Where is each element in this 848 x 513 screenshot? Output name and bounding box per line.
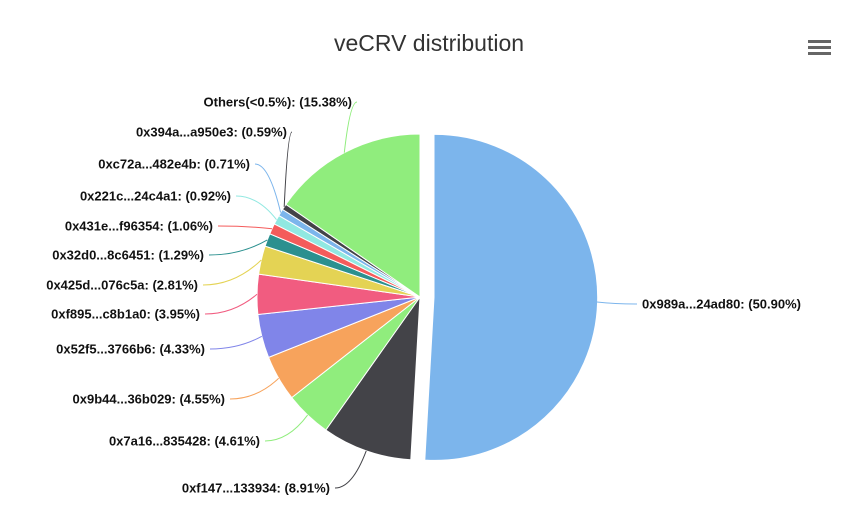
label-connector-0x221c24c4a1 [235, 195, 277, 221]
hamburger-bar [807, 45, 831, 49]
pie-slice-others05[interactable] [285, 133, 421, 298]
chart-title: veCRV distribution [334, 30, 524, 56]
slice-labels: 0x989a...24ad80: (50.90%) 0xf147...133934… [46, 95, 801, 496]
hamburger-bar [807, 51, 831, 55]
pie-slice-0x989a24ad80[interactable] [424, 133, 599, 461]
label-connector-0xf147133934 [334, 450, 367, 489]
pie-slice-0xf147133934[interactable] [325, 295, 421, 461]
label-connector-0x52f53766b6 [209, 335, 263, 350]
label-connectors [202, 101, 638, 489]
label-connector-0x425d076c5a [202, 259, 262, 286]
label-connector-others05 [343, 101, 358, 153]
label-connector-0x9b4436b029 [229, 377, 280, 400]
context-menu-button[interactable] [801, 32, 837, 62]
slice-label-0x394aa950e3: 0x394a...a950e3: (0.59%) [136, 125, 287, 140]
label-connector-0x7a16835428 [264, 414, 309, 442]
label-connector-0x431ef96354 [217, 225, 273, 230]
slice-label-0xf147133934: 0xf147...133934: (8.91%) [182, 481, 330, 496]
slice-label-0x989a24ad80: 0x989a...24ad80: (50.90%) [642, 297, 801, 312]
slice-label-0x221c24c4a1: 0x221c...24c4a1: (0.92%) [80, 189, 231, 204]
label-connector-0x32d08c6451 [208, 239, 268, 256]
slice-label-0x425d076c5a: 0x425d...076c5a: (2.81%) [46, 278, 198, 293]
slice-label-others05: Others(<0.5%): (15.38%) [204, 95, 352, 110]
hamburger-bar [807, 39, 831, 43]
label-connector-0x989a24ad80 [596, 301, 638, 305]
slice-label-0x431ef96354: 0x431e...f96354: (1.06%) [65, 219, 213, 234]
hamburger-menu-icon [807, 39, 831, 55]
slice-label-0x32d08c6451: 0x32d0...8c6451: (1.29%) [52, 248, 204, 263]
label-connector-0xf895c8b1a0 [204, 293, 258, 315]
slice-label-0x7a16835428: 0x7a16...835428: (4.61%) [109, 434, 260, 449]
pie-slices [256, 133, 599, 461]
slice-label-0xc72a482e4b: 0xc72a...482e4b: (0.71%) [98, 157, 250, 172]
label-connector-0x394aa950e3 [283, 131, 293, 207]
slice-label-0x52f53766b6: 0x52f5...3766b6: (4.33%) [56, 342, 205, 357]
slice-label-0xf895c8b1a0: 0xf895...c8b1a0: (3.95%) [51, 307, 200, 322]
label-connector-0xc72a482e4b [254, 163, 282, 213]
slice-label-0x9b4436b029: 0x9b44...36b029: (4.55%) [73, 392, 225, 407]
